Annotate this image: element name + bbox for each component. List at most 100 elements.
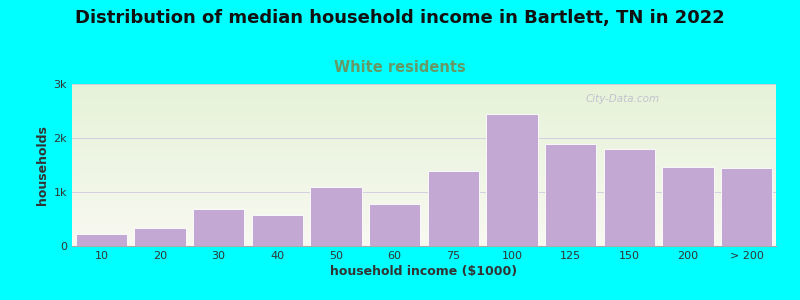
Bar [72,144,776,145]
Bar [72,188,776,189]
Bar [72,100,776,101]
Bar [193,209,245,246]
Bar [72,174,776,175]
Bar [72,86,776,87]
Bar [72,157,776,158]
Bar [72,160,776,161]
Bar [72,195,776,196]
Bar [72,115,776,116]
Bar [72,123,776,124]
Bar [72,189,776,190]
Bar [72,194,776,195]
Bar [72,227,776,228]
Bar [72,184,776,185]
Bar [72,139,776,140]
Bar [72,85,776,86]
Bar [72,199,776,200]
Bar [72,152,776,153]
Bar [72,106,776,107]
Bar [72,182,776,183]
Bar [72,237,776,238]
Bar [72,145,776,146]
Bar [72,239,776,240]
Bar [72,114,776,115]
Bar [72,128,776,129]
Bar [72,125,776,126]
Bar [72,116,776,117]
Bar [486,114,538,246]
Bar [72,220,776,221]
Bar [72,92,776,93]
Bar [72,132,776,133]
Bar [72,208,776,209]
Bar [72,225,776,226]
Bar [72,232,776,233]
Bar [72,218,776,219]
Bar [72,87,776,88]
Bar [72,135,776,136]
Bar [72,140,776,141]
Bar [72,245,776,246]
Bar [72,240,776,241]
Bar [72,214,776,215]
Bar [72,197,776,198]
Bar [72,153,776,154]
Bar [72,122,776,123]
Bar [72,171,776,172]
Bar [72,90,776,91]
Bar [72,137,776,138]
Bar [72,206,776,207]
Bar [72,111,776,112]
Bar [72,211,776,212]
Bar [72,146,776,147]
Bar [72,212,776,213]
Bar [72,154,776,155]
Bar [72,198,776,199]
Bar [72,164,776,165]
Bar [72,141,776,142]
Bar [72,234,776,235]
Bar [72,209,776,210]
Bar [72,103,776,104]
Bar [72,221,776,222]
Bar [72,231,776,232]
Bar [72,130,776,131]
Bar [72,181,776,182]
Bar [72,185,776,186]
Bar [72,168,776,169]
Bar [72,230,776,231]
Bar [72,203,776,204]
Bar [72,173,776,174]
Bar [72,186,776,187]
Bar [72,205,776,206]
Bar [72,151,776,152]
Y-axis label: households: households [36,125,50,205]
Bar [72,193,776,194]
Bar [72,91,776,92]
Bar [72,158,776,159]
Bar [72,236,776,237]
Bar [72,84,776,85]
Bar [72,238,776,239]
Bar [72,107,776,108]
Bar [72,176,776,177]
Bar [72,156,776,157]
Bar [72,98,776,99]
Bar [721,168,773,246]
Bar [72,235,776,236]
Bar [72,97,776,98]
Bar [72,223,776,224]
Bar [72,191,776,192]
Bar [72,89,776,90]
Bar [72,172,776,173]
Bar [310,187,362,246]
Bar [72,142,776,143]
Bar [369,204,421,246]
Bar [72,210,776,211]
Bar [72,183,776,184]
Bar [72,104,776,105]
Bar [72,95,776,96]
Bar [72,110,776,111]
Bar [72,224,776,225]
Text: White residents: White residents [334,60,466,75]
